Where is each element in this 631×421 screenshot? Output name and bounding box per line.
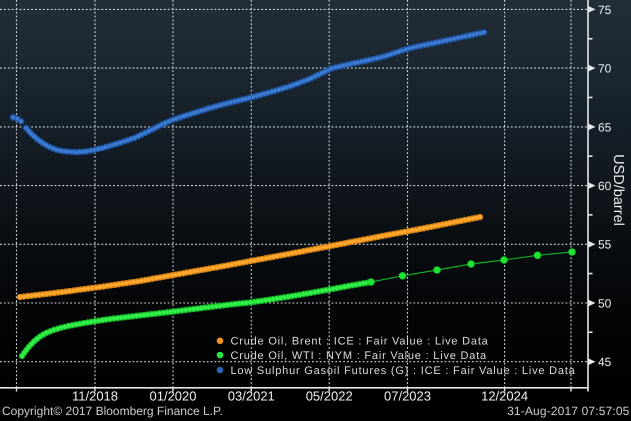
svg-text:01/2020: 01/2020: [150, 389, 197, 404]
svg-text:03/2021: 03/2021: [228, 389, 275, 404]
svg-text:USD/barrel: USD/barrel: [610, 154, 626, 226]
svg-text:Crude Oil, WTI : NYM : Fair Va: Crude Oil, WTI : NYM : Fair Value : Live…: [231, 350, 488, 362]
svg-text:12/2024: 12/2024: [481, 389, 528, 404]
svg-text:50: 50: [598, 296, 612, 310]
svg-text:55: 55: [598, 238, 612, 252]
svg-text:Copyright© 2017 Bloomberg Fina: Copyright© 2017 Bloomberg Finance L.P.: [2, 404, 223, 418]
svg-text:70: 70: [598, 62, 612, 76]
svg-text:Low Sulphur Gasoil Futures (G): Low Sulphur Gasoil Futures (G) : ICE : F…: [231, 365, 576, 377]
svg-text:75: 75: [598, 3, 612, 17]
svg-text:11/2018: 11/2018: [72, 389, 118, 404]
svg-text:Crude Oil, Brent : ICE : Fair: Crude Oil, Brent : ICE : Fair Value : Li…: [231, 336, 489, 348]
svg-text:31-Aug-2017 07:57:05: 31-Aug-2017 07:57:05: [507, 404, 630, 418]
svg-text:60: 60: [598, 179, 612, 193]
svg-text:07/2023: 07/2023: [384, 389, 431, 404]
svg-text:45: 45: [598, 355, 612, 369]
svg-text:05/2022: 05/2022: [306, 389, 353, 404]
svg-text:65: 65: [598, 120, 612, 134]
